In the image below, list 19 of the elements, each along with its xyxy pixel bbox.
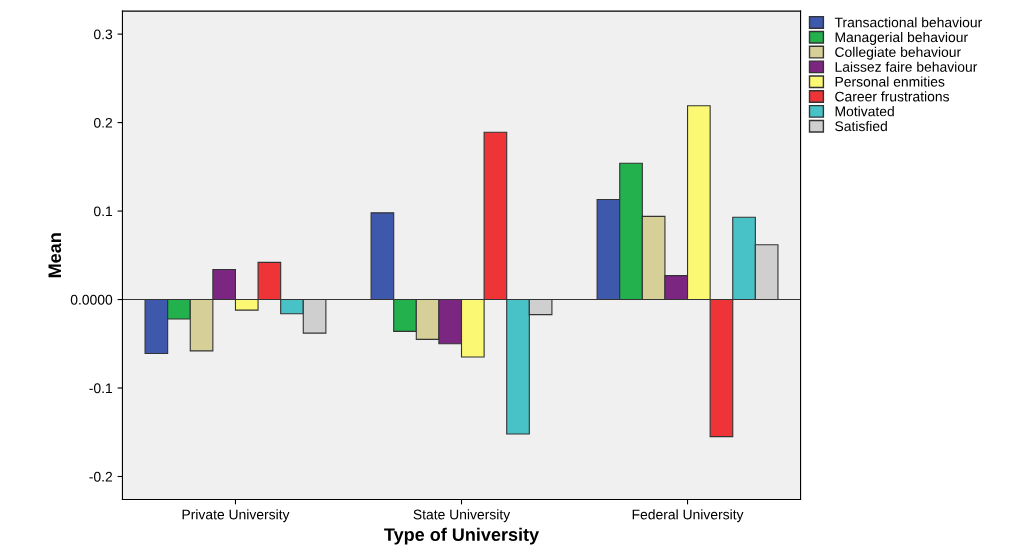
y-tick-label: -0.2 [89, 471, 113, 482]
legend-label: Transactional behaviour [834, 17, 982, 28]
y-tick-label: 0.3 [93, 29, 113, 40]
legend-label: Laissez faire behaviour [835, 61, 978, 72]
y-axis-title: Mean [48, 233, 62, 278]
legend-label: Managerial behaviour [835, 31, 968, 45]
legend-label: Satisfied [835, 120, 887, 132]
y-tick-label: 0.0000 [70, 294, 113, 305]
y-tick-label: -0.1 [89, 383, 113, 394]
legend-label: Collegiate behaviour [835, 46, 961, 60]
x-tick-label: Private University [182, 509, 290, 523]
legend-label: Motivated [835, 106, 894, 117]
x-tick-label: Federal University [632, 509, 744, 523]
legend-label: Career frustrations [835, 91, 950, 102]
x-axis-title: Type of University [384, 527, 540, 545]
x-tick-label: State University [413, 509, 511, 523]
legend-label: Personal enmities [835, 76, 945, 87]
y-tick-label: 0.2 [93, 117, 113, 128]
y-tick-label: 0.1 [93, 206, 113, 217]
